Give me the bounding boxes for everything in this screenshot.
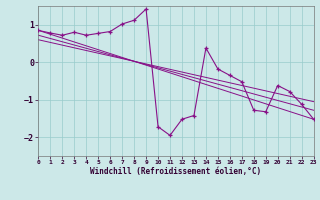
X-axis label: Windchill (Refroidissement éolien,°C): Windchill (Refroidissement éolien,°C) [91,167,261,176]
